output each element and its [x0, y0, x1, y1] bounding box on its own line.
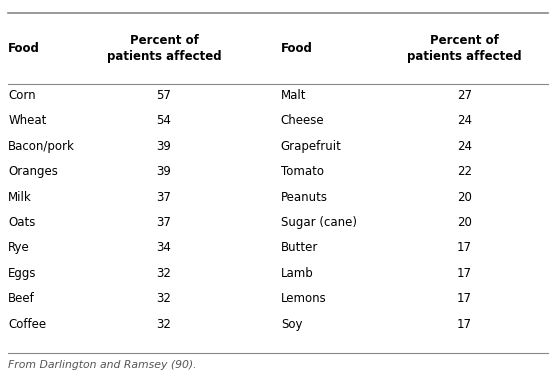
Text: Percent of
patients affected: Percent of patients affected [107, 34, 221, 63]
Text: 17: 17 [457, 267, 471, 280]
Text: Bacon/pork: Bacon/pork [8, 140, 75, 153]
Text: 37: 37 [157, 216, 171, 229]
Text: Peanuts: Peanuts [281, 191, 328, 203]
Text: Coffee: Coffee [8, 318, 47, 331]
Text: 39: 39 [157, 140, 171, 153]
Text: Butter: Butter [281, 242, 318, 254]
Text: Percent of
patients affected: Percent of patients affected [407, 34, 522, 63]
Text: Soy: Soy [281, 318, 302, 331]
Text: Eggs: Eggs [8, 267, 37, 280]
Text: From Darlington and Ramsey (90).: From Darlington and Ramsey (90). [8, 360, 197, 370]
Text: 32: 32 [157, 318, 171, 331]
Text: 57: 57 [157, 89, 171, 102]
Text: Oranges: Oranges [8, 165, 58, 178]
Text: Grapefruit: Grapefruit [281, 140, 341, 153]
Text: 39: 39 [157, 165, 171, 178]
Text: Sugar (cane): Sugar (cane) [281, 216, 357, 229]
Text: 54: 54 [157, 114, 171, 127]
Text: Beef: Beef [8, 292, 35, 305]
Text: Rye: Rye [8, 242, 30, 254]
Text: 20: 20 [457, 191, 471, 203]
Text: 24: 24 [457, 114, 471, 127]
Text: Food: Food [281, 42, 312, 55]
Text: 20: 20 [457, 216, 471, 229]
Text: Corn: Corn [8, 89, 36, 102]
Text: 17: 17 [457, 318, 471, 331]
Text: 17: 17 [457, 292, 471, 305]
Text: 17: 17 [457, 242, 471, 254]
Text: Lamb: Lamb [281, 267, 314, 280]
Text: Food: Food [8, 42, 40, 55]
Text: 34: 34 [157, 242, 171, 254]
Text: Wheat: Wheat [8, 114, 47, 127]
Text: Tomato: Tomato [281, 165, 324, 178]
Text: Lemons: Lemons [281, 292, 326, 305]
Text: 32: 32 [157, 292, 171, 305]
Text: 37: 37 [157, 191, 171, 203]
Text: Malt: Malt [281, 89, 306, 102]
Text: 32: 32 [157, 267, 171, 280]
Text: 24: 24 [457, 140, 471, 153]
Text: 27: 27 [457, 89, 471, 102]
Text: 22: 22 [457, 165, 471, 178]
Text: Cheese: Cheese [281, 114, 324, 127]
Text: Milk: Milk [8, 191, 32, 203]
Text: Oats: Oats [8, 216, 36, 229]
